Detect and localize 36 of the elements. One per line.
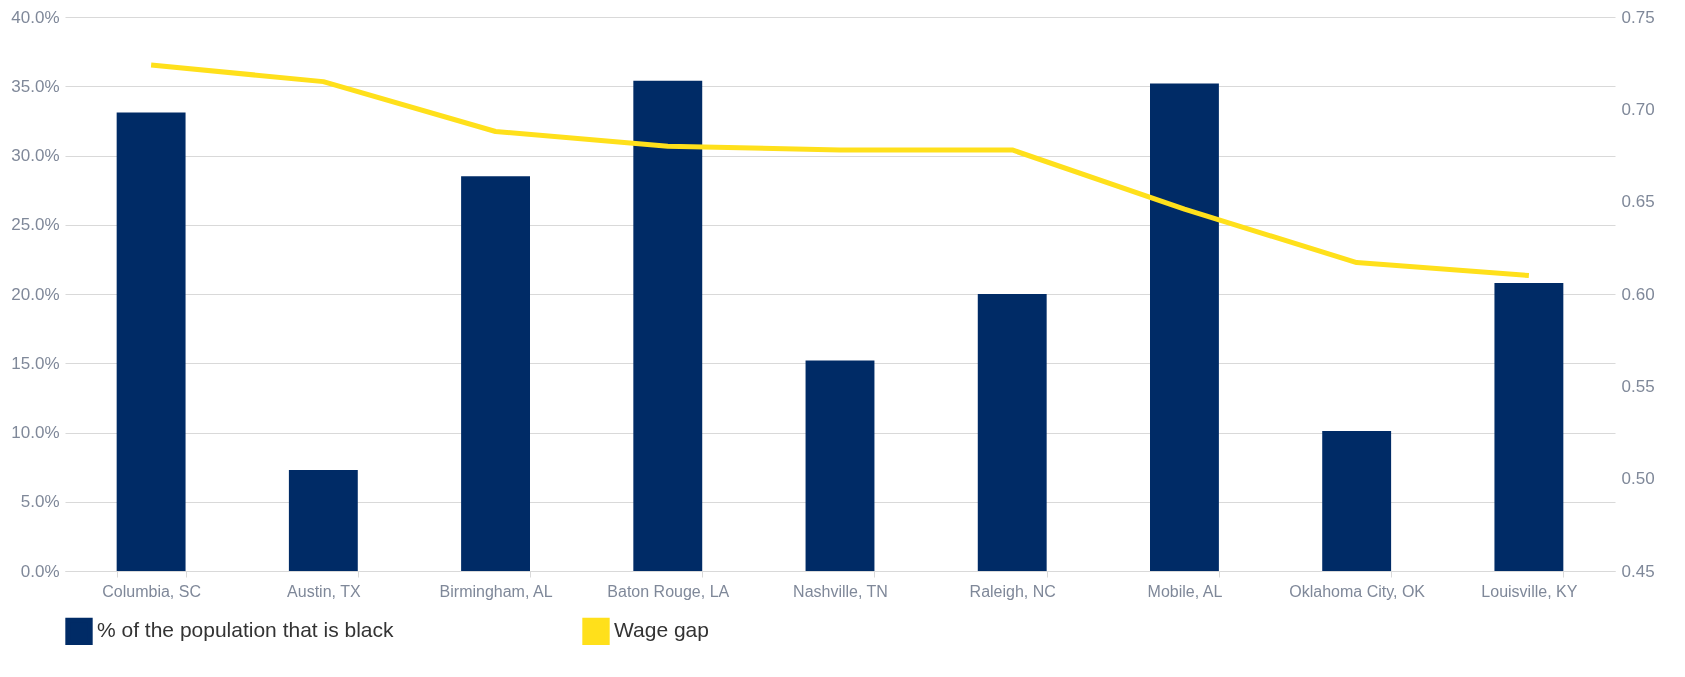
y2-tick-label: 0.60 (1621, 284, 1655, 304)
y2-tick-label: 0.50 (1621, 469, 1655, 489)
legend-label: % of the population that is black (97, 618, 395, 642)
x-tick-label: Austin, TX (287, 582, 361, 600)
x-tick-label: Louisville, KY (1481, 582, 1578, 600)
x-tick-label: Oklahoma City, OK (1289, 582, 1426, 600)
bar (461, 176, 530, 571)
y-tick-label: 5.0% (20, 492, 60, 512)
bar (1494, 282, 1564, 571)
x-tick-label: Raleigh, NC (969, 582, 1056, 600)
y-tick-label: 15.0% (11, 353, 60, 373)
x-tick-label: Baton Rouge, LA (607, 582, 730, 600)
x-tick-label: Nashville, TN (793, 582, 888, 600)
y2-tick-label: 0.70 (1621, 99, 1655, 119)
bar (1150, 83, 1219, 571)
y2-tick-label: 0.55 (1621, 376, 1655, 396)
bar (116, 112, 186, 571)
y-tick-label: 10.0% (11, 423, 60, 442)
bar (1322, 431, 1392, 571)
bar (288, 469, 358, 571)
bar (977, 294, 1047, 571)
y-tick-label: 20.0% (11, 284, 60, 304)
x-tick-label: Mobile, AL (1147, 582, 1223, 600)
y-tick-label: 35.0% (11, 76, 60, 96)
bar (633, 80, 703, 571)
y-tick-label: 25.0% (11, 215, 60, 235)
x-tick-label: Columbia, SC (102, 582, 201, 600)
y2-tick-label: 0.75 (1621, 7, 1655, 27)
y2-tick-label: 0.65 (1621, 192, 1655, 212)
y2-tick-label: 0.45 (1621, 561, 1655, 581)
legend-label: Wage gap (614, 618, 709, 642)
x-tick-label: Birmingham, AL (439, 582, 553, 600)
y-tick-label: 0.0% (20, 561, 60, 581)
y-tick-label: 30.0% (11, 146, 60, 165)
bar (805, 360, 875, 571)
y-tick-label: 40.0% (11, 7, 60, 27)
